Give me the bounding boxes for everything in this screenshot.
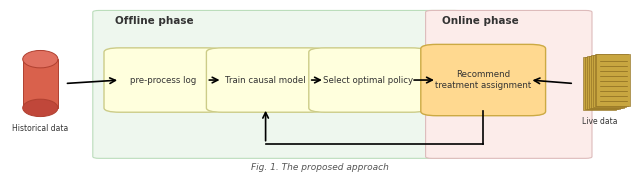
FancyBboxPatch shape [308, 48, 428, 112]
FancyBboxPatch shape [93, 10, 461, 158]
Text: Historical data: Historical data [12, 124, 68, 133]
Text: Train causal model: Train causal model [225, 76, 306, 85]
FancyBboxPatch shape [421, 44, 545, 116]
FancyBboxPatch shape [589, 56, 622, 108]
FancyBboxPatch shape [23, 59, 58, 108]
Text: Live data: Live data [582, 117, 618, 126]
FancyBboxPatch shape [426, 10, 592, 158]
Text: Online phase: Online phase [442, 16, 518, 26]
FancyBboxPatch shape [206, 48, 324, 112]
FancyBboxPatch shape [585, 57, 618, 109]
Text: Fig. 1. The proposed approach: Fig. 1. The proposed approach [251, 163, 389, 172]
FancyBboxPatch shape [593, 55, 626, 107]
Text: Recommend
treatment assignment: Recommend treatment assignment [435, 70, 531, 90]
FancyBboxPatch shape [104, 48, 223, 112]
FancyBboxPatch shape [596, 54, 630, 106]
FancyBboxPatch shape [595, 54, 628, 106]
FancyBboxPatch shape [583, 57, 616, 110]
Text: pre-process log: pre-process log [130, 76, 196, 85]
Ellipse shape [23, 99, 58, 117]
FancyBboxPatch shape [591, 55, 624, 108]
Text: Select optimal policy: Select optimal policy [323, 76, 413, 85]
Text: Offline phase: Offline phase [115, 16, 194, 26]
Ellipse shape [23, 50, 58, 68]
FancyBboxPatch shape [587, 56, 620, 109]
